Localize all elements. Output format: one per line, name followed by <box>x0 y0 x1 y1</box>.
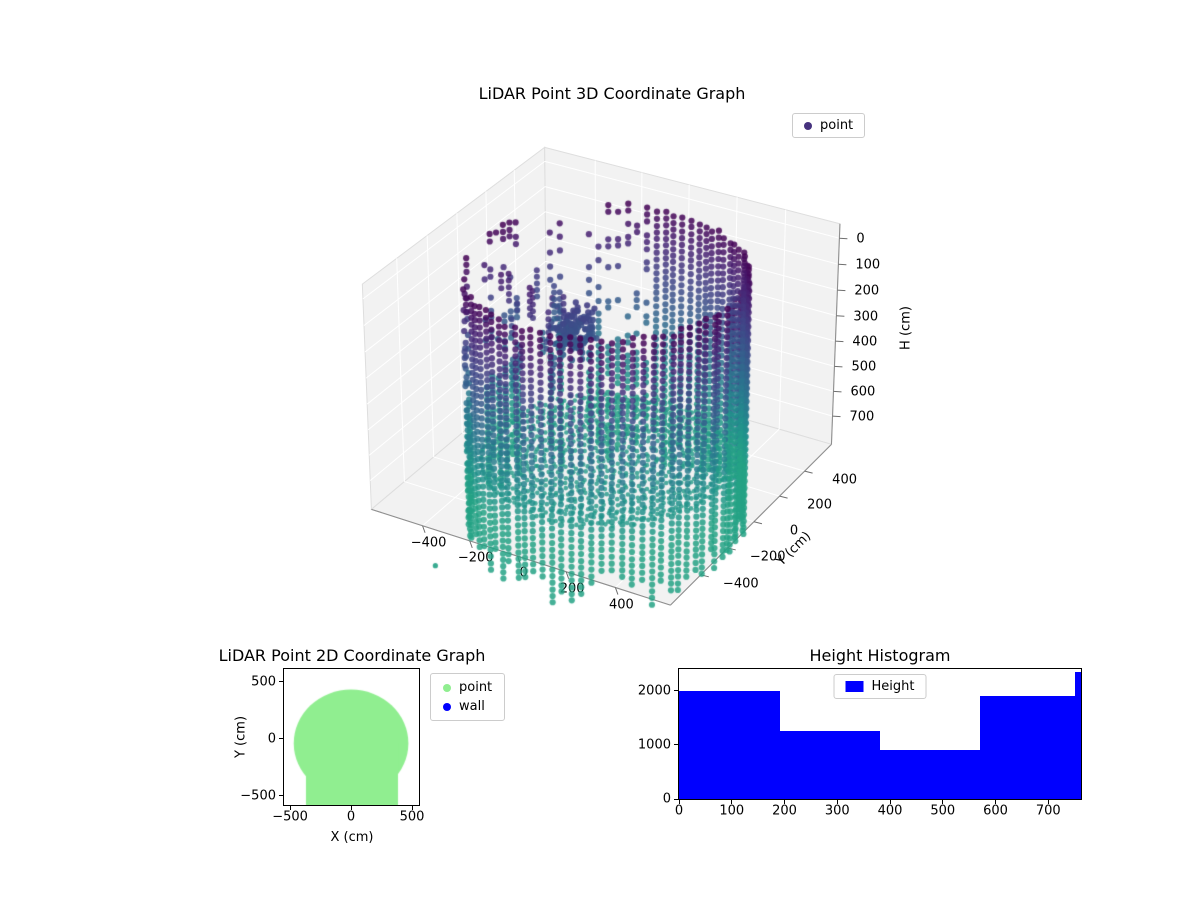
hist-x-tick-label: 0 <box>674 803 684 819</box>
wall-legend-label: wall <box>459 699 485 714</box>
hist-axes <box>678 668 1082 800</box>
plot2d-x-tick-mark <box>289 806 291 810</box>
hist-bar <box>779 731 880 799</box>
hist-bars <box>679 669 1082 799</box>
hist-x-tick-label: 300 <box>824 803 850 819</box>
hist-bar <box>679 690 780 799</box>
plot2d-y-tick-label: 0 <box>267 731 276 747</box>
hist-x-tick-mark <box>889 800 891 804</box>
hist-x-tick-mark <box>836 800 838 804</box>
height-legend-label: Height <box>871 679 915 694</box>
hist-x-tick-mark <box>784 800 785 804</box>
hist-x-tick-mark <box>678 800 680 804</box>
hist-x-tick-label: 600 <box>983 803 1008 819</box>
plot2d-title: LiDAR Point 2D Coordinate Graph <box>218 646 486 665</box>
plot2d-x-tick-mark <box>350 806 352 810</box>
plot2d-y-tick-label: −500 <box>240 788 276 804</box>
hist-legend: Height <box>833 674 927 699</box>
point-legend-marker-icon <box>804 121 812 130</box>
plot2d-y-tick-label: 500 <box>251 674 276 690</box>
legend-entry-point: point <box>443 680 492 695</box>
point-legend-marker-icon <box>443 683 451 692</box>
hist-x-tick-label: 200 <box>772 803 797 819</box>
plot2d-x-tick-label: 500 <box>399 809 425 825</box>
plot2d-x-tick-label: 0 <box>346 809 356 825</box>
hist-y-tick-label: 0 <box>662 791 671 807</box>
hist-bar <box>879 750 980 799</box>
wall-legend-marker-icon <box>443 702 451 711</box>
hist-bar <box>979 696 1075 799</box>
height-legend-swatch-icon <box>845 681 864 692</box>
point-legend-label: point <box>820 118 854 133</box>
hist-x-tick-label: 500 <box>930 803 956 819</box>
hist-x-tick-mark <box>1047 800 1049 804</box>
plot3d-legend: point <box>792 113 866 138</box>
plot3d-title: LiDAR Point 3D Coordinate Graph <box>478 84 746 103</box>
plot3d-h-axis-label: H (cm) <box>898 306 914 350</box>
hist-bar <box>1074 671 1082 799</box>
plot2d-x-tick-mark <box>411 806 413 810</box>
plot2d-scatter-area <box>284 669 419 805</box>
plot2d-x-tick-label: −500 <box>272 809 308 825</box>
legend-entry-wall: wall <box>443 699 485 714</box>
plot2d-axes <box>283 668 420 806</box>
plot2d-y-axis-label: Y (cm) <box>233 715 249 759</box>
hist-x-tick-mark <box>942 800 944 804</box>
hist-x-tick-label: 100 <box>719 803 745 819</box>
hist-y-tick-label: 1000 <box>637 737 671 753</box>
plot3d-point-cloud <box>328 116 920 648</box>
point-legend-label: point <box>459 680 493 695</box>
plot2d-legend: point wall <box>430 673 506 721</box>
hist-x-tick-mark <box>995 800 997 804</box>
hist-y-tick-label: 2000 <box>637 683 671 699</box>
hist-x-tick-label: 400 <box>877 803 903 819</box>
hist-x-tick-mark <box>731 800 733 804</box>
plot2d-x-axis-label: X (cm) <box>330 830 374 845</box>
hist-title: Height Histogram <box>809 646 951 665</box>
hist-x-tick-label: 700 <box>1035 803 1061 819</box>
